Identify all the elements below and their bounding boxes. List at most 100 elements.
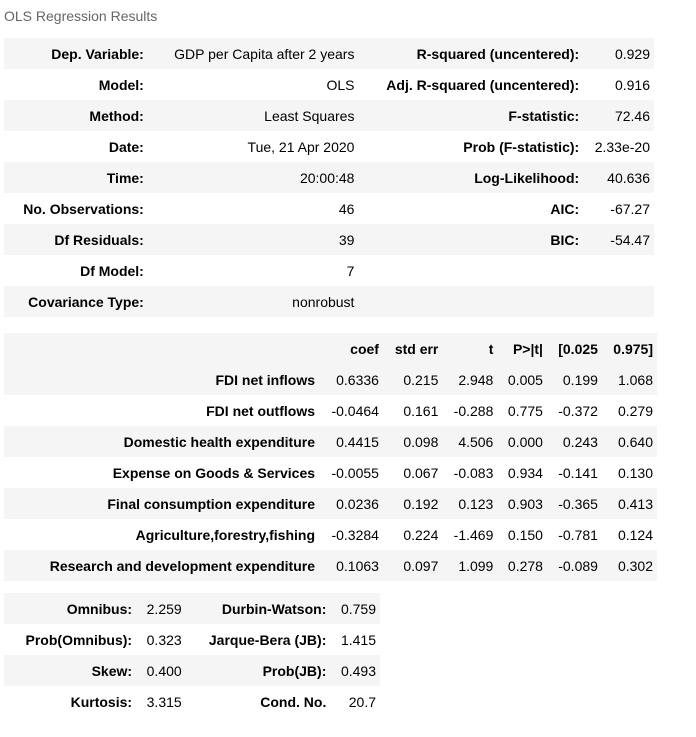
stat-value: 7: [147, 255, 359, 286]
table-row: Model: OLS Adj. R-squared (uncentered): …: [4, 69, 654, 100]
stat-label: Df Residuals:: [4, 224, 148, 255]
column-header: 0.975]: [601, 333, 657, 364]
column-header: [4, 333, 320, 364]
stat-label: Dep. Variable:: [4, 38, 148, 69]
stat-value: nonrobust: [147, 286, 359, 317]
table-cell: -1.469: [442, 519, 498, 550]
table-row: Dep. Variable: GDP per Capita after 2 ye…: [4, 38, 654, 69]
table-cell: 0.4415: [319, 426, 383, 457]
coefficients-table: coef std err t P>|t| [0.025 0.975] FDI n…: [4, 333, 657, 581]
table-cell: 0.279: [601, 395, 657, 426]
stat-label: BIC:: [358, 224, 584, 255]
table-cell: -0.141: [546, 457, 602, 488]
variable-name: Research and development expenditure: [4, 550, 320, 581]
column-header: coef: [319, 333, 383, 364]
stat-label: Date:: [4, 131, 148, 162]
table-cell: -0.781: [546, 519, 602, 550]
table-cell: -0.372: [546, 395, 602, 426]
stat-label: Log-Likelihood:: [358, 162, 584, 193]
table-cell: 0.123: [442, 488, 498, 519]
table-cell: 0.1063: [319, 550, 383, 581]
stat-label: Omnibus:: [4, 593, 137, 624]
stat-label: Covariance Type:: [4, 286, 148, 317]
table-cell: 0.005: [497, 364, 547, 395]
table-cell: 0.124: [601, 519, 657, 550]
table-cell: 0.224: [382, 519, 443, 550]
stat-label: Model:: [4, 69, 148, 100]
stat-value: 0.323: [146, 631, 182, 648]
stat-value: 0.759: [330, 593, 380, 624]
table-cell: -0.365: [546, 488, 602, 519]
stat-value: OLS: [147, 69, 359, 100]
table-cell: 0.000: [497, 426, 547, 457]
table-cell: 1.099: [442, 550, 498, 581]
table-row: No. Observations: 46 AIC: -67.27: [4, 193, 654, 224]
model-summary-table: Dep. Variable: GDP per Capita after 2 ye…: [4, 38, 654, 317]
table-cell: 0.278: [497, 550, 547, 581]
stat-value: 0.400: [136, 655, 186, 686]
table-cell: 0.6336: [319, 364, 383, 395]
variable-name: Agriculture,forestry,fishing: [4, 519, 320, 550]
stat-value: -67.27: [583, 193, 654, 224]
table-cell: 0.097: [382, 550, 443, 581]
table-row: Domestic health expenditure 0.4415 0.098…: [4, 426, 657, 457]
stat-value: 72.46: [583, 100, 654, 131]
table-cell: 0.130: [601, 457, 657, 488]
table-cell: 4.506: [442, 426, 498, 457]
table-cell: 0.150: [497, 519, 547, 550]
stat-value: 0.916: [583, 69, 654, 100]
stat-label: F-statistic:: [358, 100, 584, 131]
table-row: Time: 20:00:48 Log-Likelihood: 40.636: [4, 162, 654, 193]
stat-label: Jarque-Bera (JB):: [208, 631, 327, 648]
table-row: Kurtosis: 3.315 Cond. No. 20.7: [4, 686, 380, 717]
stat-value: -54.47: [583, 224, 654, 255]
table-cell: 0.098: [382, 426, 443, 457]
table-cell: 0.243: [546, 426, 602, 457]
column-header: std err: [382, 333, 443, 364]
table-row: FDI net inflows 0.6336 0.215 2.948 0.005…: [4, 364, 657, 395]
table-cell: 2.948: [442, 364, 498, 395]
table-cell: 0.215: [382, 364, 443, 395]
table-cell: 0.640: [601, 426, 657, 457]
stat-value: 40.636: [583, 162, 654, 193]
stat-label: Adj. R-squared (uncentered):: [358, 69, 584, 100]
table-row: Research and development expenditure 0.1…: [4, 550, 657, 581]
stat-value: 1.415: [340, 631, 376, 648]
table-row: Agriculture,forestry,fishing -0.3284 0.2…: [4, 519, 657, 550]
stat-label: [358, 255, 584, 286]
column-header: t: [442, 333, 498, 364]
stat-value: [583, 286, 654, 317]
table-cell: -0.089: [546, 550, 602, 581]
table-caption: OLS Regression Results: [4, 8, 158, 24]
table-row: Method: Least Squares F-statistic: 72.46: [4, 100, 654, 131]
stat-label: Method:: [4, 100, 148, 131]
table-cell: -0.083: [442, 457, 498, 488]
table-cell: -0.0055: [319, 457, 383, 488]
table-cell: 0.775: [497, 395, 547, 426]
stat-label: [358, 286, 584, 317]
variable-name: FDI net outflows: [4, 395, 320, 426]
table-row: Date: Tue, 21 Apr 2020 Prob (F-statistic…: [4, 131, 654, 162]
table-row: Expense on Goods & Services -0.0055 0.06…: [4, 457, 657, 488]
stat-value: Least Squares: [147, 100, 359, 131]
stat-value: 2.33e-20: [583, 131, 654, 162]
variable-name: FDI net inflows: [4, 364, 320, 395]
stat-value: 20:00:48: [147, 162, 359, 193]
table-cell: 0.192: [382, 488, 443, 519]
stat-label: Kurtosis:: [70, 693, 133, 710]
table-cell: 0.302: [601, 550, 657, 581]
table-cell: 0.199: [546, 364, 602, 395]
stat-value: 0.929: [583, 38, 654, 69]
table-row: Prob(Omnibus): 0.323 Jarque-Bera (JB): 1…: [4, 624, 380, 655]
header-row: coef std err t P>|t| [0.025 0.975]: [4, 333, 657, 364]
table-row: Skew: 0.400 Prob(JB): 0.493: [4, 655, 380, 686]
table-cell: 0.934: [497, 457, 547, 488]
stat-value: 39: [147, 224, 359, 255]
stat-label: Prob(Omnibus):: [25, 631, 133, 648]
stat-label: Cond. No.: [260, 693, 327, 710]
stat-label: R-squared (uncentered):: [358, 38, 584, 69]
table-row: Covariance Type: nonrobust: [4, 286, 654, 317]
stat-value: GDP per Capita after 2 years: [147, 38, 359, 69]
table-cell: 0.0236: [319, 488, 383, 519]
stat-label: Durbin-Watson:: [185, 593, 331, 624]
